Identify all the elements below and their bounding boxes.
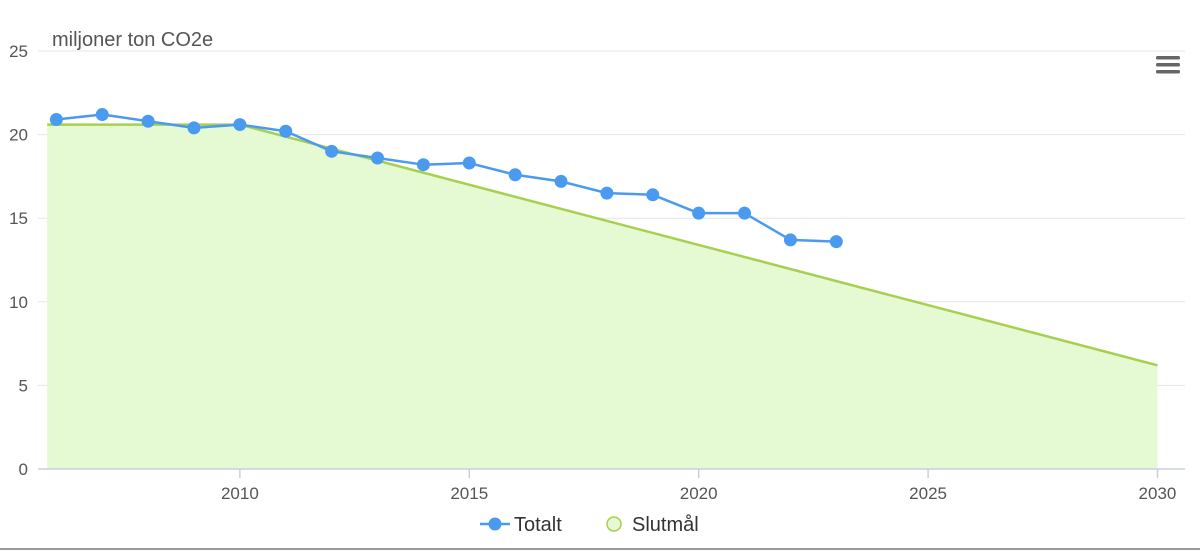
data-point[interactable] (600, 186, 614, 200)
data-point[interactable] (829, 235, 843, 249)
y-axis-title: miljoner ton CO2e (52, 29, 213, 51)
data-point[interactable] (371, 151, 385, 165)
total-line (56, 113, 837, 243)
legend-slutmal-label[interactable]: Slutmål (632, 514, 699, 536)
x-tick-label: 2010 (221, 484, 259, 503)
hamburger-menu-icon[interactable] (1148, 50, 1188, 82)
target-area-fill (47, 124, 1158, 470)
x-tick-label: 2015 (450, 484, 488, 503)
data-point[interactable] (508, 168, 522, 182)
y-tick-label: 10 (9, 293, 28, 312)
data-point[interactable] (279, 124, 293, 138)
data-point[interactable] (738, 206, 752, 220)
bottom-divider (0, 548, 1200, 550)
y-tick-label: 0 (19, 460, 28, 479)
legend: Totalt Slutmål (480, 514, 699, 536)
y-tick-label: 15 (9, 209, 28, 228)
data-point[interactable] (141, 114, 155, 128)
total-series-line (56, 113, 837, 243)
data-point[interactable] (462, 156, 476, 170)
legend-totalt-label[interactable]: Totalt (514, 514, 562, 536)
y-tick-label: 25 (9, 42, 28, 61)
data-point[interactable] (692, 206, 706, 220)
data-point[interactable] (646, 188, 660, 202)
data-point[interactable] (325, 144, 339, 158)
y-tick-label: 5 (19, 376, 28, 395)
x-tick-label: 2030 (1139, 484, 1177, 503)
data-point[interactable] (554, 174, 568, 188)
legend-totalt-marker (488, 517, 502, 531)
total-points (49, 108, 843, 249)
y-tick-label: 20 (9, 126, 28, 145)
data-point[interactable] (416, 158, 430, 172)
data-point[interactable] (783, 233, 797, 247)
legend-slutmal-marker (606, 516, 622, 532)
x-tick-label: 2025 (909, 484, 947, 503)
axis-labels: miljoner ton CO2e (52, 29, 213, 51)
data-point[interactable] (95, 108, 109, 122)
data-point[interactable] (187, 121, 201, 135)
data-point[interactable] (49, 113, 63, 127)
data-point[interactable] (233, 118, 247, 132)
target-area (47, 123, 1158, 470)
x-tick-label: 2020 (680, 484, 718, 503)
